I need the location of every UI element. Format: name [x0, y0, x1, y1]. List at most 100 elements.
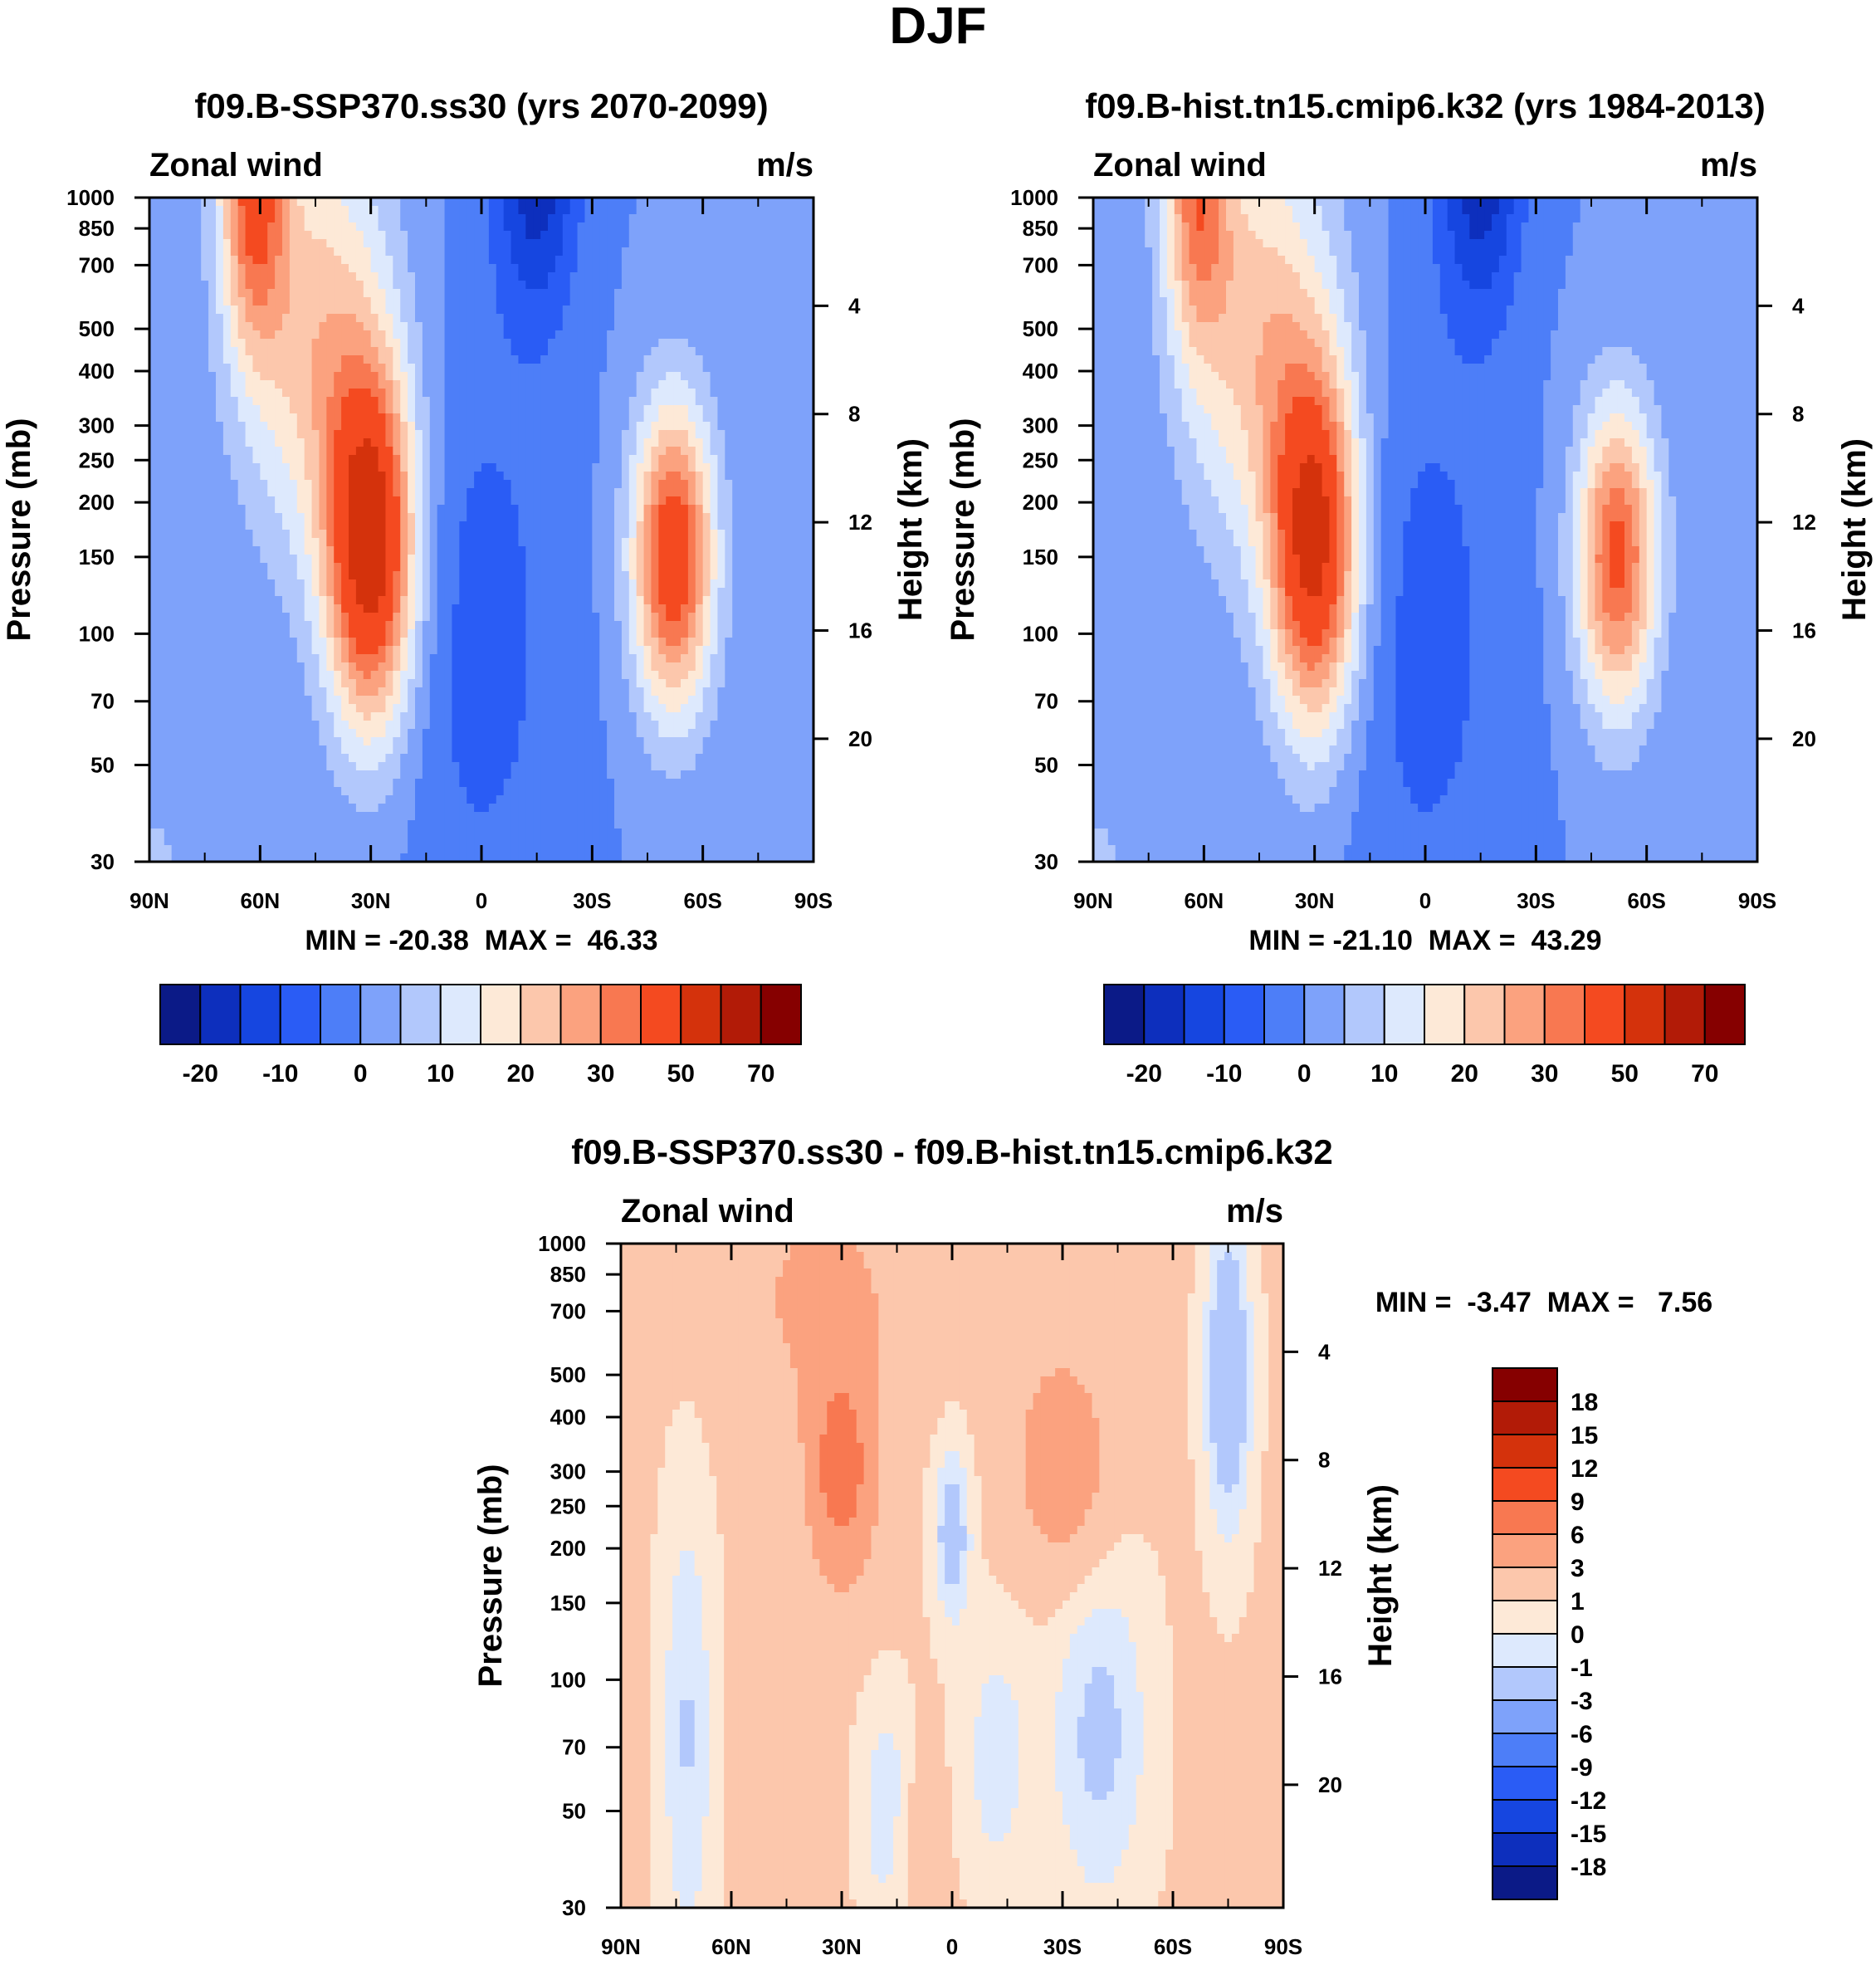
contour-cell: [422, 306, 431, 315]
contour-cell: [385, 488, 393, 497]
contour-cell: [769, 555, 778, 564]
contour-cell: [540, 322, 549, 331]
contour-cell: [237, 488, 247, 497]
contour-cell: [658, 397, 667, 406]
contour-cell: [592, 555, 600, 564]
contour-cell: [319, 206, 327, 215]
contour-cell: [422, 264, 431, 273]
contour-cell: [791, 621, 799, 630]
contour-cell: [776, 571, 785, 580]
contour-cell: [408, 322, 416, 331]
contour-cell: [216, 206, 224, 215]
contour-cell: [474, 231, 482, 240]
contour-cell: [222, 505, 232, 514]
contour-cell: [311, 654, 320, 663]
contour-cell: [710, 422, 719, 431]
contour-cell: [341, 198, 349, 207]
contour-cell: [503, 571, 512, 580]
contour-cell: [503, 472, 512, 481]
contour-cell: [216, 397, 224, 406]
contour-cell: [334, 505, 342, 514]
contour-cell: [437, 239, 446, 248]
contour-cell: [222, 330, 232, 340]
contour-cell: [341, 372, 349, 381]
contour-cell: [459, 613, 467, 622]
contour-cell: [208, 521, 217, 530]
contour-cell: [747, 538, 755, 547]
contour-cell: [429, 297, 438, 306]
contour-cell: [444, 389, 453, 398]
contour-cell: [643, 538, 652, 547]
contour-cell: [171, 231, 180, 240]
contour-cell: [673, 231, 682, 240]
contour-cell: [289, 239, 298, 248]
contour-cell: [267, 480, 276, 489]
contour-cell: [540, 314, 549, 323]
contour-cell: [554, 272, 564, 281]
contour-cell: [806, 538, 813, 547]
contour-cell: [747, 596, 755, 605]
contour-cell: [525, 505, 534, 514]
contour-cell: [806, 455, 813, 464]
contour-cell: [569, 638, 579, 647]
contour-cell: [533, 513, 541, 522]
contour-cell: [408, 247, 416, 257]
contour-cell: [533, 330, 541, 340]
contour-cell: [695, 347, 704, 356]
contour-cell: [621, 555, 630, 564]
contour-cell: [740, 372, 748, 381]
contour-cell: [769, 447, 778, 456]
contour-cell: [761, 455, 770, 464]
contour-cell: [275, 364, 283, 373]
contour-cell: [349, 222, 357, 232]
contour-cell: [681, 604, 689, 613]
contour-cell: [260, 521, 268, 530]
contour-cell: [208, 438, 217, 447]
contour-cell: [408, 505, 416, 514]
contour-cell: [296, 222, 305, 232]
contour-cell: [776, 538, 785, 547]
contour-cell: [216, 455, 224, 464]
contour-cell: [164, 579, 173, 589]
contour-cell: [584, 264, 593, 273]
contour-cell: [171, 397, 180, 406]
contour-cell: [643, 463, 652, 472]
contour-cell: [710, 405, 719, 414]
contour-cell: [267, 654, 276, 663]
contour-cell: [311, 521, 320, 530]
contour-cell: [355, 422, 364, 431]
contour-cell: [334, 555, 342, 564]
contour-cell: [275, 214, 283, 223]
contour-cell: [621, 256, 630, 265]
contour-cell: [326, 314, 335, 323]
contour-cell: [289, 272, 298, 281]
contour-cell: [725, 555, 733, 564]
contour-cell: [687, 505, 696, 514]
contour-cell: [370, 330, 379, 340]
contour-cell: [548, 455, 556, 464]
contour-cell: [186, 239, 194, 248]
contour-cell: [776, 613, 785, 622]
contour-cell: [252, 231, 261, 240]
contour-cell: [341, 646, 349, 655]
contour-cell: [289, 322, 298, 331]
contour-cell: [164, 330, 173, 340]
contour-cell: [304, 430, 313, 439]
contour-cell: [754, 530, 763, 539]
contour-cell: [311, 455, 320, 464]
contour-cell: [208, 530, 217, 539]
contour-cell: [252, 430, 261, 439]
contour-cell: [252, 488, 261, 497]
contour-cell: [599, 405, 608, 414]
contour-cell: [393, 430, 401, 439]
contour-cell: [488, 571, 497, 580]
contour-cell: [164, 505, 173, 514]
contour-cell: [562, 347, 571, 356]
contour-cell: [769, 322, 778, 331]
contour-cell: [732, 372, 740, 381]
contour-cell: [334, 198, 342, 207]
contour-cell: [747, 281, 755, 290]
contour-cell: [695, 330, 704, 340]
contour-cell: [769, 546, 778, 555]
contour-cell: [511, 513, 520, 522]
